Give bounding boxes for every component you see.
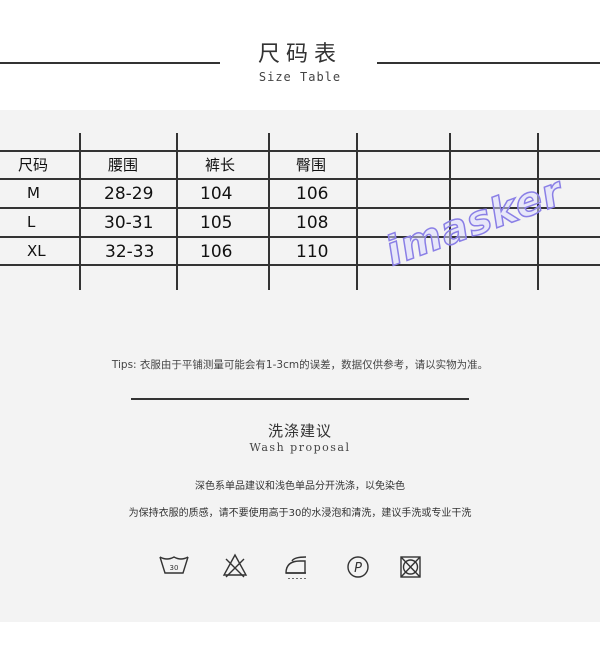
no-bleach-icon <box>222 553 248 578</box>
dry-clean-p-icon: P <box>347 556 369 578</box>
tips-text: Tips: 衣服由于平铺测量可能会有1-3cm的误差，数据仅供参考，请以实物为准… <box>111 359 489 371</box>
table-line <box>356 133 358 290</box>
table-line <box>79 133 81 290</box>
page-subtitle: Size Table <box>258 70 342 84</box>
table-cell: M <box>27 184 40 202</box>
table-cell: 108 <box>296 213 329 233</box>
divider <box>0 62 220 64</box>
divider <box>131 398 469 400</box>
wash-text-1: 深色系单品建议和浅色单品分开洗涤，以免染色 <box>195 481 405 492</box>
svg-text:30: 30 <box>170 564 179 572</box>
wash-title: 洗涤建议 <box>267 422 332 440</box>
steam-iron-icon <box>285 556 307 579</box>
table-cell: XL <box>27 242 46 260</box>
table-line <box>449 133 451 290</box>
table-line <box>0 264 600 266</box>
table-line <box>268 133 270 290</box>
no-tumble-dry-icon <box>400 556 421 578</box>
wash-subtitle: Wash proposal <box>249 441 351 454</box>
header-cell: 尺码 <box>18 156 49 174</box>
svg-text:P: P <box>354 561 362 576</box>
table-line <box>0 178 600 180</box>
header-cell: 腰围 <box>108 156 139 174</box>
table-cell: L <box>27 213 36 231</box>
header-cell: 臀围 <box>296 156 327 174</box>
table-cell: 106 <box>296 184 329 204</box>
header-cell: 裤长 <box>205 156 236 174</box>
page-title: 尺码表 <box>257 42 342 67</box>
content-panel <box>0 110 600 622</box>
table-line <box>176 133 178 290</box>
table-cell: 28-29 <box>104 184 154 204</box>
table-line <box>537 133 539 290</box>
table-cell: 104 <box>200 184 233 204</box>
table-cell: 30-31 <box>104 213 154 233</box>
table-cell: 106 <box>200 242 233 262</box>
table-line <box>0 150 600 152</box>
table-line <box>0 207 600 209</box>
wash-30-icon: 30 <box>159 556 189 574</box>
table-line <box>0 236 600 238</box>
table-cell: 110 <box>296 242 329 262</box>
table-cell: 105 <box>200 213 233 233</box>
care-icons: 30 P <box>159 553 421 579</box>
wash-text-2: 为保持衣服的质感，请不要使用高于30的水浸泡和清洗，建议手洗或专业干洗 <box>128 508 472 519</box>
table-cell: 32-33 <box>105 242 155 262</box>
divider <box>377 62 600 64</box>
